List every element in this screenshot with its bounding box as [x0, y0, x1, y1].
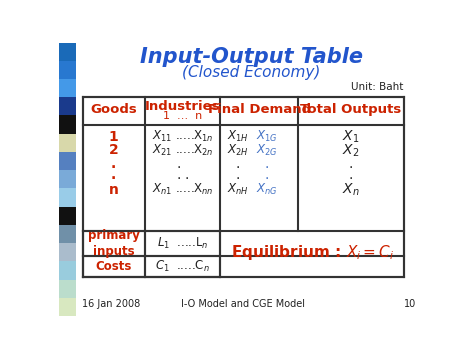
Text: Input-Output Table: Input-Output Table [140, 47, 363, 67]
Text: .: . [235, 157, 240, 171]
Text: primary
inputs: primary inputs [88, 229, 139, 258]
Text: 1  …  n: 1 … n [163, 111, 202, 121]
Text: $X_{nH}$: $X_{nH}$ [227, 182, 248, 197]
Bar [59, 189, 76, 207]
Text: .: . [184, 168, 189, 182]
Text: $X_{nG}$: $X_{nG}$ [256, 182, 278, 197]
Text: Goods: Goods [90, 103, 137, 116]
Text: 1: 1 [109, 130, 118, 143]
Bar [59, 97, 76, 115]
Text: $X_{1H}$: $X_{1H}$ [227, 129, 248, 144]
Bar [59, 279, 76, 298]
Text: .: . [111, 157, 116, 171]
Bar [82, 97, 404, 278]
Text: $X_{2H}$: $X_{2H}$ [227, 143, 248, 158]
Bar [59, 261, 76, 279]
Text: $X_n$: $X_n$ [342, 181, 360, 198]
Bar [59, 243, 76, 261]
Text: Costs: Costs [95, 260, 132, 273]
Bar [59, 170, 76, 189]
Bar [59, 134, 76, 152]
Text: $C_1$  .....C$_n$: $C_1$ .....C$_n$ [155, 259, 210, 274]
Bar [59, 79, 76, 97]
Text: .: . [265, 157, 269, 171]
Text: .: . [176, 168, 181, 182]
Text: Equilibrium : $X_i = C_i$: Equilibrium : $X_i = C_i$ [231, 243, 394, 262]
Text: $X_{1G}$: $X_{1G}$ [256, 129, 278, 144]
Bar [59, 298, 76, 316]
Bar [59, 152, 76, 170]
Text: 2: 2 [109, 143, 118, 157]
Text: (Closed Economy): (Closed Economy) [182, 65, 320, 80]
Text: .: . [265, 168, 269, 182]
Text: $X_{21}$ .....X$_{2n}$: $X_{21}$ .....X$_{2n}$ [152, 143, 213, 158]
Bar [59, 61, 76, 79]
Text: n: n [109, 183, 118, 197]
Text: Industries: Industries [145, 100, 220, 113]
Text: .: . [235, 168, 240, 182]
Text: .: . [349, 168, 353, 182]
Text: $L_1$  .....L$_n$: $L_1$ .....L$_n$ [157, 236, 208, 251]
Bar [59, 207, 76, 225]
Text: $X_{11}$ .....X$_{1n}$: $X_{11}$ .....X$_{1n}$ [152, 129, 213, 144]
Text: 16 Jan 2008: 16 Jan 2008 [82, 299, 141, 310]
Text: .: . [111, 168, 116, 182]
Bar [59, 225, 76, 243]
Text: $X_{2G}$: $X_{2G}$ [256, 143, 278, 158]
Text: Final Demand: Final Demand [208, 103, 311, 116]
Text: Total Outputs: Total Outputs [301, 103, 401, 116]
Text: 10: 10 [403, 299, 416, 310]
Text: Unit: Baht: Unit: Baht [351, 82, 403, 92]
Text: .: . [349, 157, 353, 171]
Bar [59, 43, 76, 61]
Text: $X_1$: $X_1$ [342, 129, 360, 145]
Text: I-O Model and CGE Model: I-O Model and CGE Model [181, 299, 305, 310]
Bar [59, 115, 76, 134]
Text: $X_2$: $X_2$ [342, 142, 360, 159]
Text: .: . [176, 157, 181, 171]
Text: $X_{n1}$ .....X$_{nn}$: $X_{n1}$ .....X$_{nn}$ [152, 182, 213, 197]
